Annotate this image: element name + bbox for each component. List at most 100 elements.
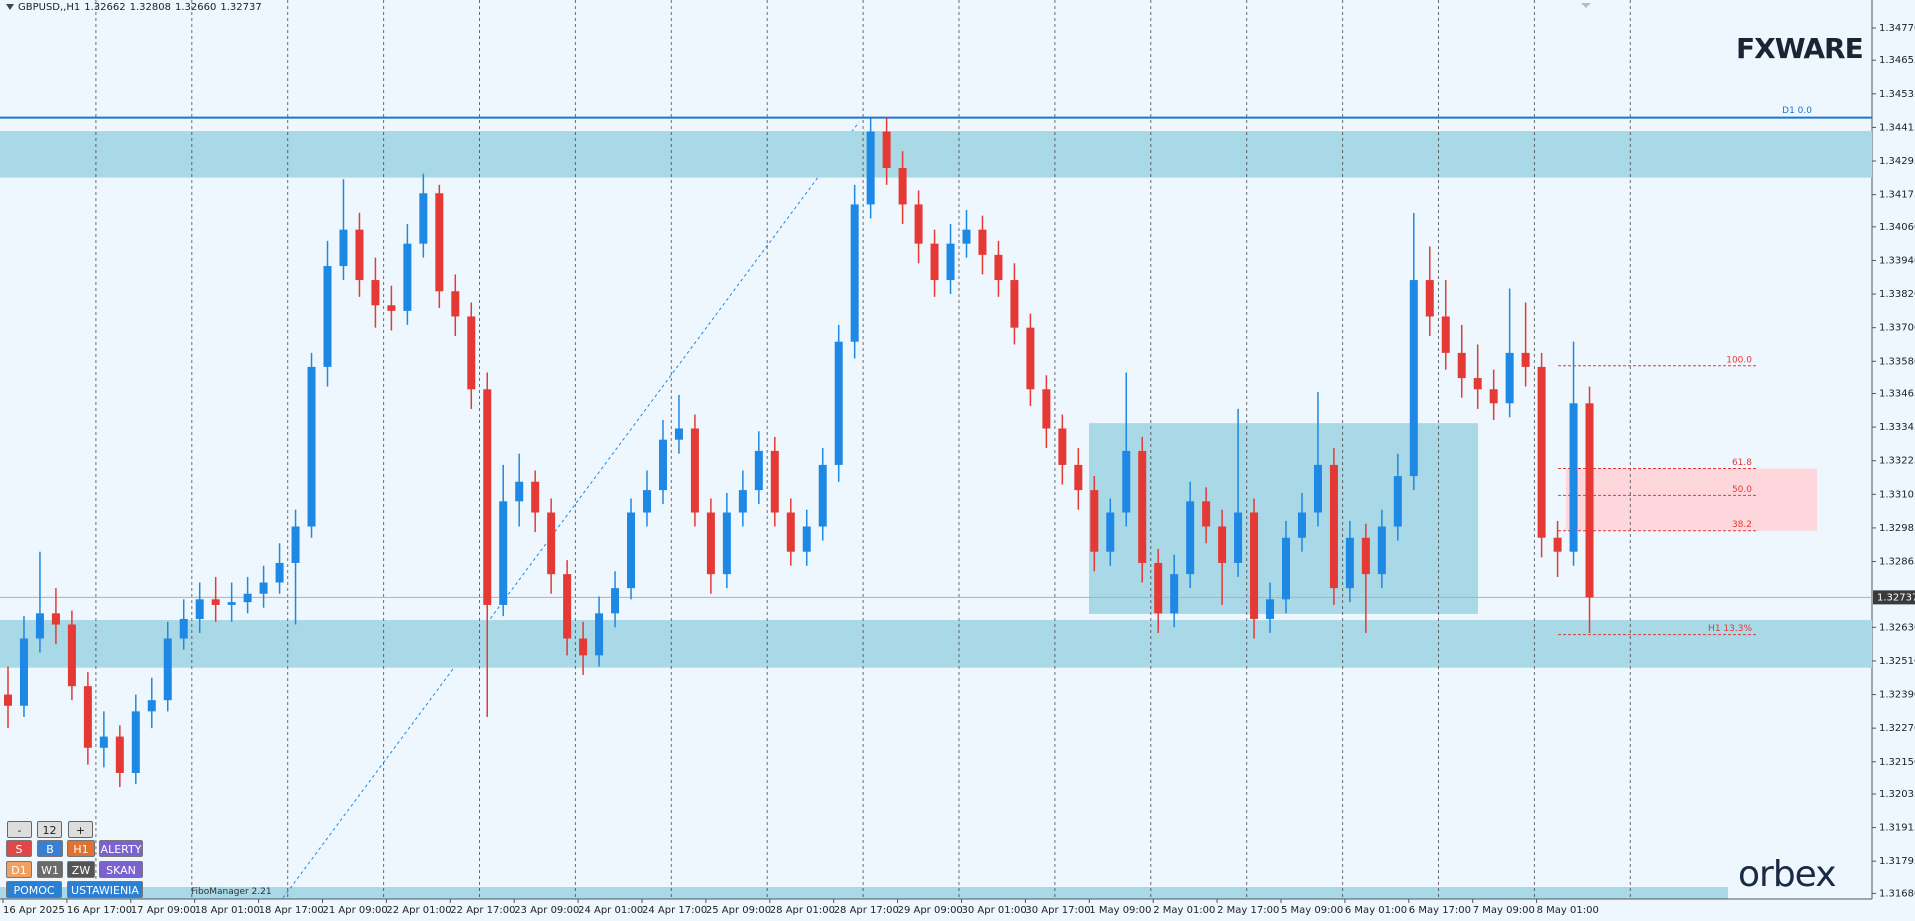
y-tick-label: 1.32985 (1879, 523, 1915, 534)
candle-body (1329, 464, 1338, 589)
candle-body (515, 481, 524, 502)
button[interactable]: H1 (67, 840, 95, 857)
y-tick-label: 1.33940 (1879, 255, 1915, 266)
symbol: GBPUSD,,H1 (18, 2, 81, 13)
fibo-strip (0, 887, 1728, 899)
candle-body (930, 243, 939, 281)
candle-body (643, 490, 651, 513)
candle-body (243, 593, 252, 603)
candle-body (115, 736, 124, 773)
candle-body (1138, 450, 1147, 563)
candle-body (962, 229, 971, 244)
candle-body (1409, 280, 1418, 477)
x-tick-label: 6 May 01:00 (1345, 905, 1407, 916)
candle-body (850, 204, 859, 342)
button[interactable]: D1 (6, 861, 32, 878)
button[interactable]: B (37, 840, 63, 857)
candle-body (83, 686, 92, 748)
button[interactable]: W1 (37, 861, 63, 878)
button[interactable]: SKAN (99, 861, 143, 878)
candle-body (1090, 490, 1099, 552)
candle-body (403, 243, 412, 311)
candle-body (1393, 476, 1402, 527)
candle-body (706, 512, 715, 575)
candle-body (147, 700, 156, 712)
candle-body (1106, 512, 1115, 552)
x-tick-label: 1 May 09:00 (1089, 905, 1151, 916)
candle-body (195, 599, 204, 619)
x-tick-label: 7 May 09:00 (1473, 905, 1535, 916)
candle-body (611, 588, 620, 614)
brand: orbex (1738, 854, 1836, 895)
button[interactable]: S (6, 840, 32, 857)
candle-body (1537, 366, 1546, 538)
candle-body (834, 341, 843, 465)
fib-level-label: 50.0 (1732, 485, 1752, 495)
fib-level-label: 38.2 (1732, 520, 1752, 530)
candle-body (1489, 389, 1498, 404)
candle-body (131, 711, 140, 773)
quote: 1.32660 (174, 2, 217, 13)
y-tick-label: 1.33105 (1879, 489, 1915, 500)
x-tick-label: 16 Apr 17:00 (67, 905, 132, 916)
button[interactable]: ZW (67, 861, 95, 878)
candle-body (387, 305, 396, 311)
zoom-minus[interactable]: - (7, 821, 32, 838)
candle-body (483, 389, 492, 605)
y-tick-label: 1.33700 (1879, 323, 1915, 334)
fibo-manager-label: FiboManager 2.21 (191, 887, 272, 897)
candle-body (1521, 352, 1530, 367)
button[interactable]: USTAWIENIA (67, 881, 143, 898)
button[interactable]: POMOC (6, 881, 62, 898)
x-tick-label: 28 Apr 01:00 (770, 905, 835, 916)
candle-body (451, 291, 460, 317)
y-tick-label: 1.32035 (1879, 789, 1915, 800)
candle-body (1074, 464, 1083, 491)
candle-body (227, 602, 236, 605)
candle-body (563, 574, 572, 639)
x-tick-label: 16 Apr 2025 (3, 905, 65, 916)
candle-body (994, 254, 1003, 281)
x-tick-label: 8 May 01:00 (1537, 905, 1599, 916)
zone (0, 620, 1872, 668)
fib-level-label: 61.8 (1732, 458, 1752, 468)
current-price-box (1873, 590, 1915, 605)
y-tick-label: 1.34175 (1879, 190, 1915, 201)
candle-body (35, 613, 44, 639)
fibo-trendline (282, 121, 860, 899)
candle-body (323, 266, 332, 367)
button[interactable]: ALERTY (99, 840, 143, 857)
candle-body (339, 229, 348, 267)
candle-body (259, 582, 268, 594)
candle-body (722, 512, 731, 575)
candle-body (419, 193, 428, 244)
candle-body (1377, 526, 1386, 575)
y-tick-label: 1.34770 (1879, 23, 1915, 34)
y-tick-label: 1.33225 (1879, 456, 1915, 467)
y-tick-label: 1.32390 (1879, 690, 1915, 701)
candle-body (754, 450, 763, 491)
zoom-plus[interactable]: + (68, 821, 93, 838)
candle-body (275, 562, 284, 583)
candle-body (674, 428, 683, 440)
candle-body (898, 168, 907, 205)
y-tick-label: 1.32270 (1879, 723, 1915, 734)
y-tick-label: 1.33820 (1879, 289, 1915, 300)
candle-body (786, 512, 795, 552)
x-tick-label: 24 Apr 17:00 (642, 905, 707, 916)
candle-body (1457, 352, 1466, 379)
menu-triangle (6, 4, 14, 10)
fib-level-label: H1 13.3% (1708, 624, 1752, 634)
candle-body (1297, 512, 1306, 538)
header: GBPUSD,,H1 1.32662 1.32808 1.32660 1.32737 (6, 2, 266, 13)
logo: FXWARE (1736, 32, 1864, 65)
x-tick-label: 25 Apr 09:00 (706, 905, 771, 916)
candle-body (690, 428, 699, 513)
x-tick-label: 22 Apr 01:00 (386, 905, 451, 916)
candle-body (4, 694, 12, 706)
zoom-level[interactable]: 12 (37, 821, 62, 838)
y-tick-label: 1.33580 (1879, 356, 1915, 367)
y-tick-label: 1.32630 (1879, 622, 1915, 633)
candle-body (1122, 450, 1131, 513)
